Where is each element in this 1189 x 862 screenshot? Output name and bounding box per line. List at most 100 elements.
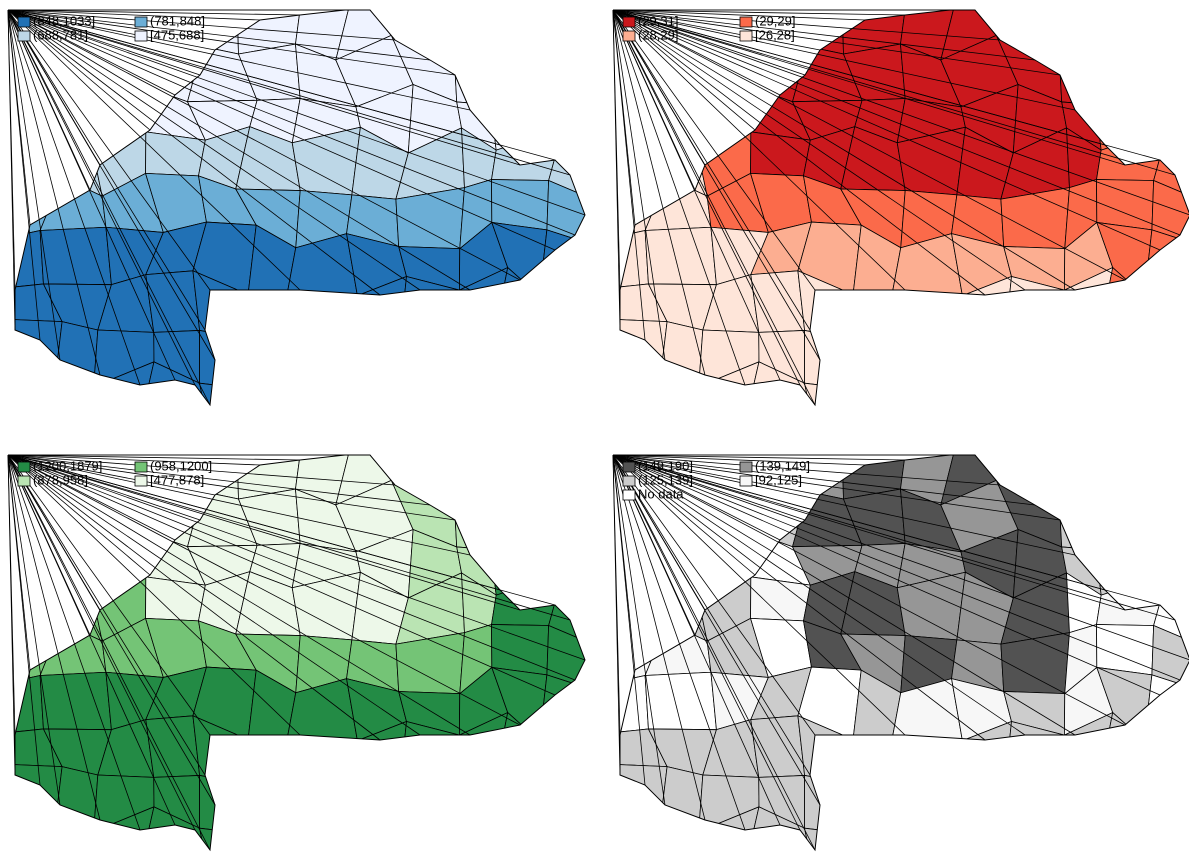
leader-line bbox=[612, 9, 1036, 61]
region bbox=[1143, 737, 1189, 788]
leader-line bbox=[612, 454, 1176, 621]
region bbox=[491, 179, 550, 231]
regions bbox=[620, 10, 1189, 405]
legend-label: (29,29] bbox=[755, 13, 795, 28]
region bbox=[538, 229, 585, 297]
leader-line bbox=[612, 9, 816, 291]
region bbox=[15, 499, 49, 552]
leader-line bbox=[612, 454, 1126, 726]
region bbox=[453, 455, 506, 499]
leader-line bbox=[7, 9, 471, 111]
legend-label: (1200,1879] bbox=[33, 458, 102, 473]
legend-swatch bbox=[622, 16, 636, 28]
leader-line bbox=[7, 9, 176, 381]
leader-line bbox=[7, 9, 431, 61]
region bbox=[1100, 319, 1166, 377]
region bbox=[491, 624, 550, 676]
leader-line bbox=[612, 454, 706, 821]
region bbox=[1143, 229, 1189, 297]
region bbox=[1164, 540, 1189, 576]
region bbox=[249, 786, 311, 835]
leader-line bbox=[7, 454, 61, 806]
legend-swatch bbox=[134, 16, 148, 28]
leader-line bbox=[612, 9, 1001, 41]
legend-swatch bbox=[17, 16, 31, 28]
leader-line bbox=[7, 9, 576, 236]
leader-line bbox=[7, 9, 141, 386]
region bbox=[536, 486, 585, 553]
leader-line bbox=[612, 9, 1176, 176]
leader-line bbox=[7, 454, 586, 661]
leader-line bbox=[7, 9, 521, 281]
region bbox=[538, 292, 585, 343]
region bbox=[249, 341, 311, 390]
region bbox=[1058, 455, 1111, 499]
region bbox=[847, 826, 910, 850]
region bbox=[661, 766, 704, 833]
leader-line bbox=[612, 454, 1076, 736]
region bbox=[1096, 179, 1155, 231]
region bbox=[15, 54, 49, 107]
leader-line bbox=[612, 454, 906, 736]
region bbox=[854, 786, 916, 835]
region bbox=[940, 376, 1019, 405]
region bbox=[1148, 807, 1189, 850]
region bbox=[1043, 375, 1121, 405]
leader-line bbox=[7, 9, 261, 21]
leader-line bbox=[612, 454, 986, 741]
region bbox=[620, 54, 654, 107]
leader-line bbox=[7, 9, 211, 291]
leader-line bbox=[612, 9, 781, 381]
country-outline bbox=[14, 454, 586, 852]
region bbox=[438, 820, 516, 850]
leader-line bbox=[612, 454, 1061, 521]
region bbox=[908, 784, 942, 836]
leader-line bbox=[612, 454, 816, 851]
leader-line bbox=[7, 454, 301, 736]
region bbox=[145, 270, 201, 333]
leader-line bbox=[7, 454, 421, 736]
region bbox=[1044, 773, 1121, 835]
map-panel: (848,1033] (781,848] (688,781] [475,688] bbox=[7, 9, 586, 407]
leader-line bbox=[612, 454, 621, 776]
region bbox=[890, 381, 954, 405]
leader-line bbox=[7, 454, 431, 506]
leader-line bbox=[7, 454, 211, 851]
legend-label: [92,125] bbox=[755, 472, 802, 487]
region bbox=[495, 319, 561, 377]
leader-line bbox=[7, 9, 471, 291]
legend-swatch bbox=[739, 30, 753, 42]
leader-line bbox=[7, 454, 216, 806]
region bbox=[303, 784, 337, 836]
leader-line bbox=[612, 454, 756, 576]
leader-line bbox=[612, 9, 816, 406]
region bbox=[242, 381, 305, 405]
region bbox=[1095, 41, 1166, 108]
leader-line bbox=[612, 454, 666, 806]
leader-line bbox=[7, 9, 421, 291]
region bbox=[409, 821, 441, 850]
leader-line bbox=[7, 454, 176, 541]
leader-line bbox=[612, 9, 1076, 111]
region bbox=[940, 821, 1019, 850]
region bbox=[496, 807, 561, 850]
region bbox=[1143, 674, 1189, 742]
region bbox=[543, 807, 585, 850]
country-outline bbox=[619, 9, 1189, 407]
region bbox=[287, 735, 359, 789]
region bbox=[1141, 486, 1189, 553]
legend-swatch bbox=[17, 461, 31, 473]
leader-line bbox=[7, 454, 141, 831]
leader-line bbox=[612, 9, 986, 296]
region bbox=[247, 735, 311, 788]
region bbox=[399, 777, 455, 835]
legend-label: (28,29] bbox=[638, 27, 678, 42]
region bbox=[661, 321, 704, 388]
region bbox=[939, 781, 1016, 836]
leader-line bbox=[612, 9, 866, 21]
leader-line bbox=[7, 9, 16, 331]
leader-line bbox=[7, 454, 176, 826]
leader-line bbox=[7, 454, 16, 776]
legend-label: (29,31] bbox=[638, 13, 678, 28]
leader-line bbox=[612, 9, 1181, 236]
